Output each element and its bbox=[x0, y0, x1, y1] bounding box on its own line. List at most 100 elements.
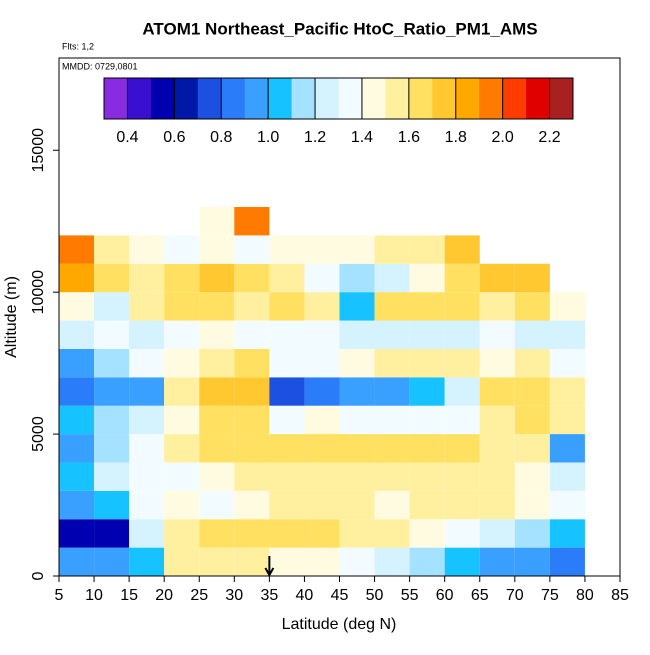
heat-cell bbox=[479, 490, 515, 520]
colorbar-swatch bbox=[197, 78, 222, 119]
heat-cell bbox=[479, 377, 515, 406]
x-tick-label: 10 bbox=[85, 587, 103, 604]
heat-cell bbox=[269, 235, 305, 264]
heat-cell bbox=[234, 263, 270, 293]
x-tick-label: 60 bbox=[436, 587, 454, 604]
heat-cell bbox=[199, 547, 235, 576]
x-tick-label: 85 bbox=[611, 587, 629, 604]
heat-cell bbox=[234, 207, 270, 236]
colorbar-swatch bbox=[502, 78, 527, 119]
heat-cell bbox=[164, 462, 200, 491]
heat-cell bbox=[234, 235, 270, 264]
heat-cell bbox=[514, 547, 550, 576]
heat-cell bbox=[409, 263, 445, 293]
heat-cell bbox=[129, 235, 165, 264]
heat-cell bbox=[234, 462, 270, 491]
heat-cell bbox=[304, 263, 340, 293]
heat-cell bbox=[199, 320, 235, 349]
heat-cell bbox=[129, 292, 165, 321]
colorbar-swatch bbox=[315, 78, 339, 119]
x-tick-label: 75 bbox=[541, 587, 559, 604]
heat-cell bbox=[269, 263, 305, 293]
heat-cell bbox=[304, 405, 340, 435]
heat-cell bbox=[59, 434, 95, 463]
colorbar-swatch bbox=[385, 78, 410, 119]
heat-cell bbox=[164, 263, 200, 293]
heat-cell bbox=[409, 320, 445, 349]
x-tick-label: 80 bbox=[576, 587, 594, 604]
heat-cell bbox=[234, 405, 270, 435]
x-tick-label: 30 bbox=[225, 587, 243, 604]
heat-cell bbox=[129, 462, 165, 491]
heat-cell bbox=[514, 405, 550, 435]
colorbar-swatch bbox=[455, 78, 480, 119]
heat-cell bbox=[129, 434, 165, 463]
colorbar-tick-label: 1.2 bbox=[304, 129, 326, 146]
heat-cell bbox=[199, 292, 235, 321]
heat-cell bbox=[129, 547, 165, 576]
heat-cell bbox=[514, 348, 550, 378]
heat-cell bbox=[94, 519, 130, 548]
heat-cell bbox=[59, 547, 95, 576]
colorbar-swatch bbox=[174, 78, 199, 119]
heat-cell bbox=[94, 490, 130, 520]
heat-cell bbox=[59, 235, 95, 264]
x-tick-label: 45 bbox=[331, 587, 349, 604]
colorbar-tick-label: 1.4 bbox=[351, 129, 373, 146]
heat-cell bbox=[164, 235, 200, 264]
heat-cell bbox=[304, 547, 340, 576]
heat-cell bbox=[444, 348, 480, 378]
heat-cell bbox=[409, 235, 445, 264]
heat-cell bbox=[199, 405, 235, 435]
heat-cell bbox=[514, 462, 550, 491]
heat-cell bbox=[269, 519, 305, 548]
heat-cell bbox=[549, 377, 585, 406]
heat-cell bbox=[479, 405, 515, 435]
colorbar-tick-label: 1.6 bbox=[398, 129, 420, 146]
x-tick-label: 35 bbox=[260, 587, 278, 604]
marker-arrowhead bbox=[264, 567, 275, 578]
heat-cell bbox=[549, 462, 585, 491]
colorbar-tick-label: 0.4 bbox=[116, 129, 138, 146]
colorbar-swatch bbox=[291, 78, 316, 119]
heat-cell bbox=[234, 292, 270, 321]
heat-cell bbox=[199, 263, 235, 293]
colorbar-tick-label: 2.2 bbox=[538, 129, 560, 146]
heat-cell bbox=[549, 405, 585, 435]
heat-cell bbox=[514, 292, 550, 321]
heat-cell bbox=[94, 462, 130, 491]
heat-cell bbox=[59, 490, 95, 520]
heat-cell bbox=[199, 207, 235, 236]
heat-cell bbox=[479, 263, 515, 293]
heat-cell bbox=[234, 490, 270, 520]
heat-cell bbox=[339, 377, 375, 406]
heat-cell bbox=[444, 320, 480, 349]
heat-cell bbox=[199, 235, 235, 264]
x-tick-label: 40 bbox=[296, 587, 314, 604]
heat-cell bbox=[59, 405, 95, 435]
heat-cell bbox=[59, 377, 95, 406]
x-tick-label: 55 bbox=[401, 587, 419, 604]
heat-cell bbox=[59, 462, 95, 491]
heat-cell bbox=[269, 490, 305, 520]
colorbar-swatch bbox=[244, 78, 269, 119]
heat-cell bbox=[304, 462, 340, 491]
flights-note: Flts: 1,2 bbox=[62, 41, 94, 51]
x-tick-label: 15 bbox=[120, 587, 138, 604]
heat-cell bbox=[374, 519, 410, 548]
colorbar-swatch bbox=[221, 78, 246, 119]
heat-cell bbox=[479, 462, 515, 491]
heat-cell bbox=[549, 434, 585, 463]
heat-cell bbox=[514, 490, 550, 520]
heat-cell bbox=[409, 405, 445, 435]
heat-cell bbox=[374, 235, 410, 264]
colorbar-swatch bbox=[526, 78, 551, 119]
colorbar-tick-label: 1.0 bbox=[257, 129, 279, 146]
heat-cell bbox=[409, 462, 445, 491]
heat-cell bbox=[444, 547, 480, 576]
heat-cell bbox=[374, 348, 410, 378]
heat-cell bbox=[129, 405, 165, 435]
heat-cell bbox=[94, 235, 130, 264]
heat-cell bbox=[374, 434, 410, 463]
heat-cell bbox=[444, 377, 480, 406]
